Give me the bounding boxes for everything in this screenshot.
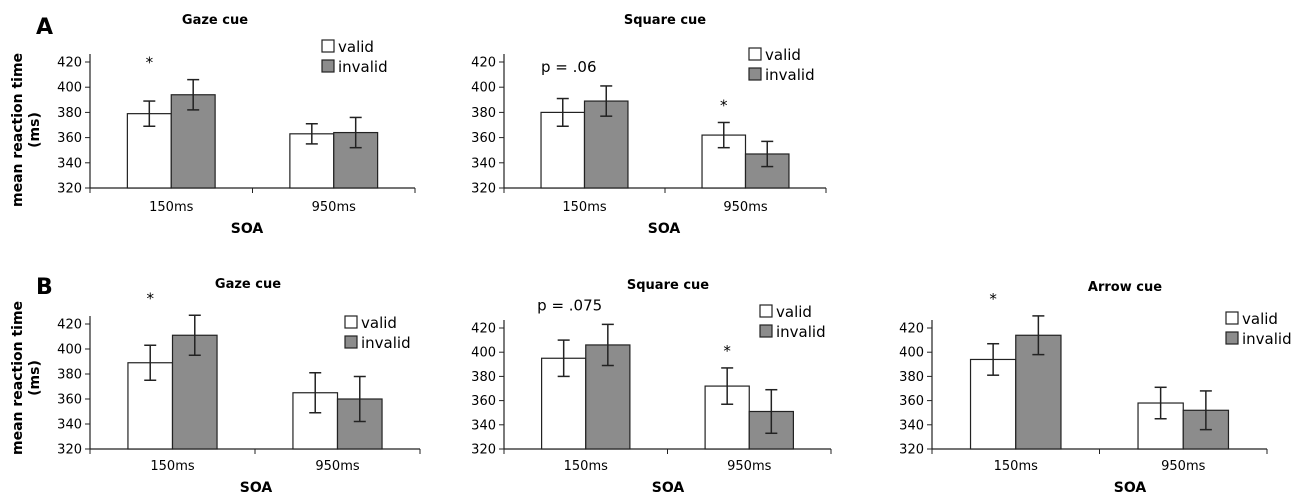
y-tick-label: 380 (57, 106, 82, 121)
y-tick-label: 420 (471, 56, 496, 71)
y-tick-label: 340 (57, 418, 82, 433)
chart-5: Arrow cue 320 340 360 380 400 420 150ms 950ms SOA… (899, 280, 1291, 496)
y-tick-label: 400 (57, 81, 82, 96)
bar-invalid (333, 131, 379, 189)
x-tick-label: 150ms (149, 200, 193, 215)
y-axis-label-a-line1: mean reaction time (10, 53, 26, 207)
y-tick-label: 380 (471, 370, 496, 385)
chart-4: Square cue 320 340 360 380 400 420 150ms 950ms SO… (471, 278, 832, 496)
y-tick-label: 340 (471, 418, 496, 433)
x-tick-label: 150ms (994, 459, 1038, 474)
chart-title: Gaze cue (182, 13, 248, 28)
y-tick-label: 420 (57, 56, 82, 71)
x-tick-label: 950ms (727, 459, 771, 474)
x-tick-label: 150ms (562, 200, 606, 215)
chart-title: Square cue (627, 278, 709, 293)
y-tick-label: 320 (471, 443, 496, 458)
y-tick-label: 360 (899, 394, 924, 409)
legend-label: invalid (776, 323, 826, 341)
y-tick-label: 320 (899, 443, 924, 458)
panel-label-a: A (36, 15, 53, 40)
chart-1: Gaze cue 320 340 360 380 400 420 150ms 950ms SOA *… (57, 13, 416, 237)
legend-label: valid (765, 46, 801, 64)
y-tick-label: 400 (471, 81, 496, 96)
legend-label: invalid (1242, 330, 1292, 348)
y-tick-label: 380 (471, 106, 496, 121)
y-tick-label: 400 (471, 346, 496, 361)
y-tick-label: 360 (471, 131, 496, 146)
charts-group: Gaze cue 320 340 360 380 400 420 150ms 950ms SOA *… (57, 13, 1291, 496)
chart-title: Gaze cue (215, 277, 281, 292)
chart-title: Arrow cue (1088, 280, 1162, 295)
panel-label-b: B (36, 275, 53, 300)
legend-swatch (344, 335, 358, 349)
annotation: * (720, 96, 728, 114)
x-axis-label: SOA (240, 480, 273, 496)
x-axis-label: SOA (652, 480, 685, 496)
annotation: p = .06 (541, 58, 596, 76)
annotation: p = .075 (537, 296, 602, 314)
x-axis-label: SOA (648, 221, 681, 237)
legend-label: valid (1242, 310, 1278, 328)
x-tick-label: 950ms (315, 459, 359, 474)
legend-swatch (759, 324, 773, 338)
y-tick-label: 400 (899, 346, 924, 361)
annotation: * (146, 54, 154, 72)
legend-label: valid (776, 303, 812, 321)
legend-label: valid (361, 314, 397, 332)
x-tick-label: 950ms (312, 200, 356, 215)
x-axis-label: SOA (231, 221, 264, 237)
y-axis-label-b-line2: (ms) (27, 360, 43, 396)
y-tick-label: 380 (57, 368, 82, 383)
chart-2: Square cue 320 340 360 380 400 420 150ms 950ms SO… (471, 13, 827, 237)
x-tick-label: 950ms (723, 200, 767, 215)
y-tick-label: 320 (471, 182, 496, 197)
y-tick-label: 400 (57, 343, 82, 358)
legend-swatch (1225, 331, 1239, 345)
x-axis-label: SOA (1114, 480, 1147, 496)
legend-swatch (344, 315, 358, 329)
x-tick-label: 950ms (1161, 459, 1205, 474)
y-tick-label: 360 (57, 131, 82, 146)
legend-label: valid (338, 38, 374, 56)
legend-label: invalid (338, 58, 388, 76)
y-tick-label: 340 (57, 156, 82, 171)
y-tick-label: 340 (471, 156, 496, 171)
legend-label: invalid (765, 66, 815, 84)
y-axis-label-a-line2: (ms) (27, 112, 43, 148)
legend-label: invalid (361, 334, 411, 352)
y-tick-label: 420 (899, 322, 924, 337)
legend-swatch (321, 39, 335, 53)
annotation: * (723, 342, 731, 360)
legend-swatch (759, 304, 773, 318)
y-tick-label: 420 (471, 322, 496, 337)
legend-swatch (1225, 311, 1239, 325)
x-tick-label: 150ms (564, 459, 608, 474)
legend-swatch (321, 59, 335, 73)
y-tick-label: 320 (57, 182, 82, 197)
legend-swatch (748, 47, 762, 61)
y-tick-label: 380 (899, 370, 924, 385)
y-tick-label: 420 (57, 318, 82, 333)
annotation: * (146, 289, 154, 307)
chart-title: Square cue (624, 13, 706, 28)
annotation: * (989, 290, 997, 308)
y-tick-label: 360 (57, 393, 82, 408)
y-tick-label: 340 (899, 418, 924, 433)
y-axis-label-b-line1: mean reaction time (10, 301, 26, 455)
y-tick-label: 320 (57, 443, 82, 458)
legend-swatch (748, 67, 762, 81)
x-tick-label: 150ms (150, 459, 194, 474)
y-tick-label: 360 (471, 394, 496, 409)
chart-3: Gaze cue 320 340 360 380 400 420 150ms 950ms SOA *… (57, 277, 421, 496)
